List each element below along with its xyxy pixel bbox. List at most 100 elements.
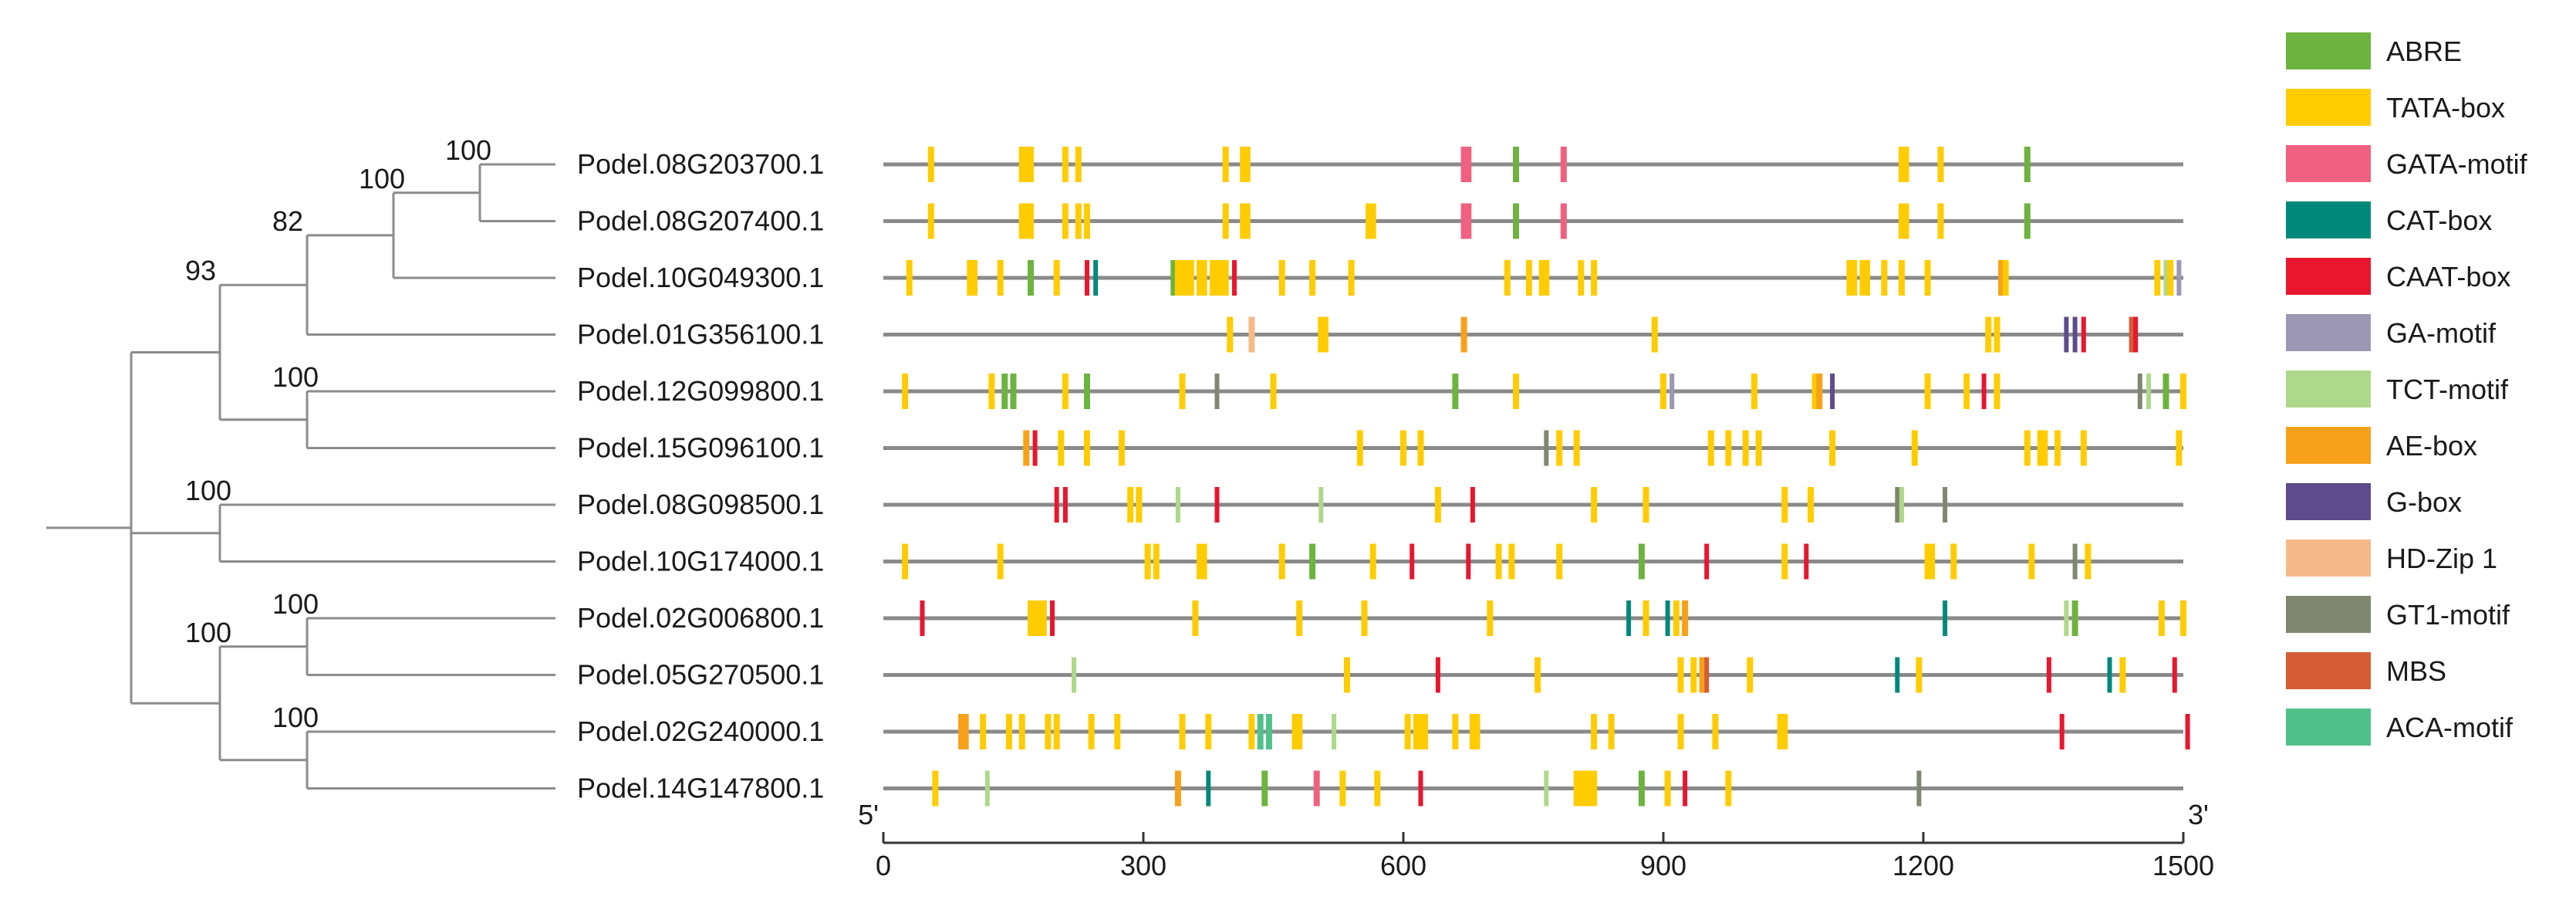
gene-label: Podel.15G096100.1	[577, 432, 824, 464]
motif-mark	[1544, 770, 1549, 807]
motif-mark	[1028, 203, 1034, 239]
motif-mark	[1278, 260, 1285, 296]
motif-mark	[2107, 657, 2112, 693]
axis-tick-label: 900	[1640, 850, 1686, 881]
motif-mark	[1053, 260, 1060, 296]
motif-mark	[1435, 657, 1440, 693]
motif-mark	[2072, 316, 2078, 353]
motif-mark	[1465, 203, 1472, 239]
motif-mark	[1322, 316, 1329, 353]
motif-mark	[1187, 260, 1194, 296]
bootstrap-value: 100	[359, 163, 405, 194]
motif-mark	[2072, 543, 2078, 580]
motif-mark	[1348, 260, 1355, 296]
legend-label: GATA-motif	[2386, 148, 2528, 180]
motif-mark	[1270, 374, 1277, 409]
motif-mark	[1608, 714, 1615, 749]
gene-label: Podel.08G098500.1	[577, 489, 824, 520]
motif-mark	[1846, 260, 1853, 296]
gene-row: Podel.02G240000.1	[577, 714, 2190, 749]
motif-mark	[920, 600, 925, 636]
legend-label: AE-box	[2386, 430, 2477, 462]
gene-label: Podel.01G356100.1	[577, 319, 824, 350]
motif-mark	[1136, 487, 1143, 523]
position-axis: 0 300 600 900 1200 1500 5' 3'	[858, 799, 2214, 881]
motif-mark	[1248, 714, 1255, 749]
phylogenetic-tree	[46, 163, 555, 790]
motif-mark	[1417, 714, 1424, 749]
legend-label: ABRE	[2386, 36, 2462, 67]
motif-mark	[1642, 487, 1649, 523]
motif-mark	[1781, 543, 1788, 580]
motif-mark	[1898, 260, 1905, 296]
legend-entry: TCT-motif	[2286, 370, 2509, 408]
motif-mark	[1781, 487, 1788, 523]
motif-mark	[2041, 430, 2048, 466]
motif-mark	[1366, 203, 1372, 239]
motif-mark	[2064, 316, 2069, 353]
motif-mark	[1309, 260, 1316, 296]
motif-mark	[1859, 260, 1866, 296]
motif-mark	[2024, 147, 2031, 182]
motif-mark	[1240, 203, 1247, 239]
gene-row: Podel.08G207400.1	[577, 203, 2183, 239]
motif-mark	[1214, 374, 1220, 409]
motif-mark	[1544, 430, 1549, 466]
motif-mark	[1578, 770, 1585, 807]
bootstrap-value: 100	[272, 588, 319, 620]
gene-label: Podel.02G240000.1	[577, 715, 824, 747]
motif-mark	[2064, 600, 2069, 636]
motif-mark	[980, 714, 987, 749]
motif-mark	[1192, 600, 1199, 636]
motif-mark	[1543, 260, 1550, 296]
motif-mark	[1040, 600, 1047, 636]
legend-swatch	[2286, 201, 2371, 238]
legend-label: CAT-box	[2386, 205, 2492, 236]
motif-mark	[1093, 260, 1099, 296]
motif-mark	[1591, 770, 1598, 807]
motif-mark	[1028, 147, 1034, 182]
motif-mark	[1075, 147, 1082, 182]
motif-mark	[1504, 260, 1511, 296]
legend-entry: AE-box	[2286, 427, 2477, 464]
motif-mark	[1755, 430, 1762, 466]
legend-swatch	[2286, 314, 2371, 351]
bootstrap-value: 100	[272, 702, 319, 733]
motif-mark	[1591, 487, 1598, 523]
motif-mark	[962, 714, 969, 749]
motif-mark	[1638, 770, 1645, 807]
motif-mark	[2176, 260, 2182, 296]
motif-mark	[1690, 657, 1697, 693]
motif-mark	[971, 260, 977, 296]
motif-mark	[1591, 260, 1598, 296]
motif-mark	[1144, 543, 1151, 580]
motif-mark	[1816, 374, 1823, 409]
motif-mark	[1929, 543, 1936, 580]
motif-mark	[1222, 260, 1229, 296]
motif-mark	[1665, 600, 1670, 636]
motif-mark	[1036, 600, 1043, 636]
legend-entry: GT1-motif	[2286, 596, 2510, 633]
motif-mark	[1175, 487, 1180, 523]
axis-tick-label: 300	[1120, 850, 1166, 881]
motif-mark	[1261, 770, 1268, 807]
motif-mark	[1369, 203, 1376, 239]
gene-row: Podel.08G203700.1	[577, 147, 2183, 182]
motif-mark	[1474, 714, 1480, 749]
motif-mark	[2185, 714, 2190, 749]
motif-mark	[906, 260, 913, 296]
motif-mark	[1410, 543, 1415, 580]
motif-mark	[2180, 600, 2186, 636]
motif-mark	[1010, 374, 1017, 409]
motif-mark	[1309, 543, 1316, 580]
motif-mark	[1153, 543, 1160, 580]
legend-entry: HD-Zip 1	[2286, 539, 2497, 577]
motif-mark	[2037, 430, 2044, 466]
motif-mark	[1114, 714, 1121, 749]
motif-mark	[1808, 487, 1814, 523]
legend-label: TATA-box	[2386, 92, 2505, 123]
motif-mark	[1937, 147, 1944, 182]
motif-mark	[2024, 430, 2031, 466]
gene-row: Podel.10G174000.1	[577, 543, 2183, 580]
motif-mark	[1054, 487, 1059, 523]
